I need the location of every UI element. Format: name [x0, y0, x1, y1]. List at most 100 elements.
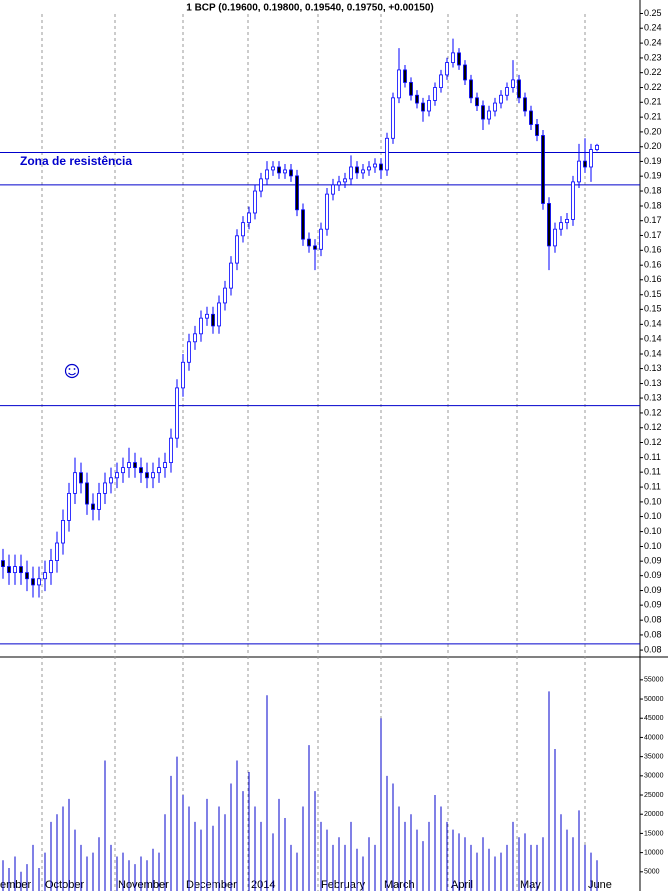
- candle-body: [427, 100, 431, 112]
- y-tick-label: 0.24: [644, 37, 662, 47]
- candle-body: [517, 79, 521, 99]
- candle-body: [337, 181, 341, 186]
- candle-body: [595, 144, 599, 150]
- candle-body: [493, 102, 497, 112]
- candle-body: [25, 572, 29, 580]
- volume-tick-label: 15000: [644, 830, 664, 837]
- candle-body: [529, 110, 533, 125]
- candle-body: [325, 193, 329, 230]
- candle-body: [79, 472, 83, 484]
- candle-body: [313, 245, 317, 250]
- y-tick-label: 0.09: [644, 600, 662, 610]
- candle-body: [103, 482, 107, 494]
- y-tick-label: 0.12: [644, 437, 662, 447]
- candle-body: [43, 572, 47, 580]
- candle-body: [319, 228, 323, 250]
- y-tick-label: 0.17: [644, 215, 662, 225]
- candle-body: [577, 160, 581, 183]
- y-tick-label: 0.18: [644, 200, 662, 210]
- x-tick-label: November: [118, 879, 169, 891]
- candle-body: [565, 219, 569, 224]
- candle-body: [205, 313, 209, 319]
- candle-body: [133, 462, 137, 469]
- candle-body: [499, 94, 503, 104]
- candle-body: [571, 181, 575, 220]
- candle-body: [403, 69, 407, 83]
- candle-body: [511, 79, 515, 88]
- candle-body: [307, 238, 311, 247]
- candle-body: [421, 102, 425, 112]
- candle-body: [433, 87, 437, 101]
- candle-body: [259, 178, 263, 192]
- y-tick-label: 0.23: [644, 52, 662, 62]
- candle-body: [343, 178, 347, 183]
- candle-body: [37, 578, 41, 586]
- x-tick-label: December: [186, 879, 237, 891]
- candle-body: [193, 333, 197, 343]
- y-tick-label: 0.09: [644, 570, 662, 580]
- y-tick-label: 0.16: [644, 274, 662, 284]
- y-tick-label: 0.16: [644, 245, 662, 255]
- y-tick-label: 0.22: [644, 67, 662, 77]
- volume-tick-label: 25000: [644, 792, 664, 799]
- candle-body: [535, 124, 539, 136]
- y-tick-label: 0.11: [644, 452, 661, 462]
- candle-body: [151, 472, 155, 479]
- candle-body: [445, 62, 449, 76]
- candle-body: [487, 110, 491, 120]
- candle-body: [61, 520, 65, 544]
- y-tick-label: 0.10: [644, 496, 662, 506]
- candle-body: [175, 387, 179, 439]
- volume-tick-label: 5000: [644, 869, 660, 876]
- candle-body: [223, 287, 227, 304]
- y-tick-label: 0.13: [644, 392, 662, 402]
- candle-body: [157, 467, 161, 474]
- volume-tick-label: 10000: [644, 849, 664, 856]
- volume-tick-label: 30000: [644, 773, 664, 780]
- candle-body: [355, 166, 359, 174]
- candle-body: [409, 82, 413, 96]
- candle-body: [163, 462, 167, 469]
- candle-body: [145, 472, 149, 479]
- y-tick-label: 0.09: [644, 585, 662, 595]
- candle-body: [589, 149, 593, 168]
- candle-body: [247, 212, 251, 224]
- candle-body: [397, 69, 401, 99]
- y-tick-label: 0.19: [644, 171, 662, 181]
- candle-body: [31, 578, 35, 586]
- candle-body: [49, 560, 53, 574]
- candle-body: [541, 135, 545, 204]
- candle-body: [439, 74, 443, 88]
- volume-tick-label: 40000: [644, 734, 664, 741]
- y-tick-label: 0.12: [644, 422, 662, 432]
- y-tick-label: 0.20: [644, 126, 662, 136]
- y-tick-label: 0.18: [644, 185, 662, 195]
- y-tick-label: 0.09: [644, 556, 662, 566]
- y-tick-label: 0.21: [644, 112, 662, 122]
- y-tick-label: 0.24: [644, 23, 662, 33]
- candle-body: [475, 97, 479, 107]
- candle-body: [19, 566, 23, 574]
- candle-body: [553, 228, 557, 247]
- candle-body: [73, 472, 77, 494]
- candle-body: [451, 52, 455, 63]
- candle-body: [169, 437, 173, 463]
- candle-body: [121, 467, 125, 474]
- volume-tick-label: 55000: [644, 677, 664, 684]
- candle-body: [469, 79, 473, 99]
- candle-body: [127, 462, 131, 469]
- y-tick-label: 0.16: [644, 260, 662, 270]
- candle-body: [547, 203, 551, 247]
- candle-body: [271, 166, 275, 171]
- y-tick-label: 0.25: [644, 8, 662, 18]
- y-tick-label: 0.11: [644, 467, 661, 477]
- candle-body: [235, 235, 239, 264]
- candle-body: [187, 341, 191, 363]
- y-tick-label: 0.15: [644, 289, 662, 299]
- candle-body: [481, 105, 485, 120]
- y-tick-label: 0.13: [644, 378, 662, 388]
- y-tick-label: 0.10: [644, 511, 662, 521]
- candle-body: [283, 169, 287, 174]
